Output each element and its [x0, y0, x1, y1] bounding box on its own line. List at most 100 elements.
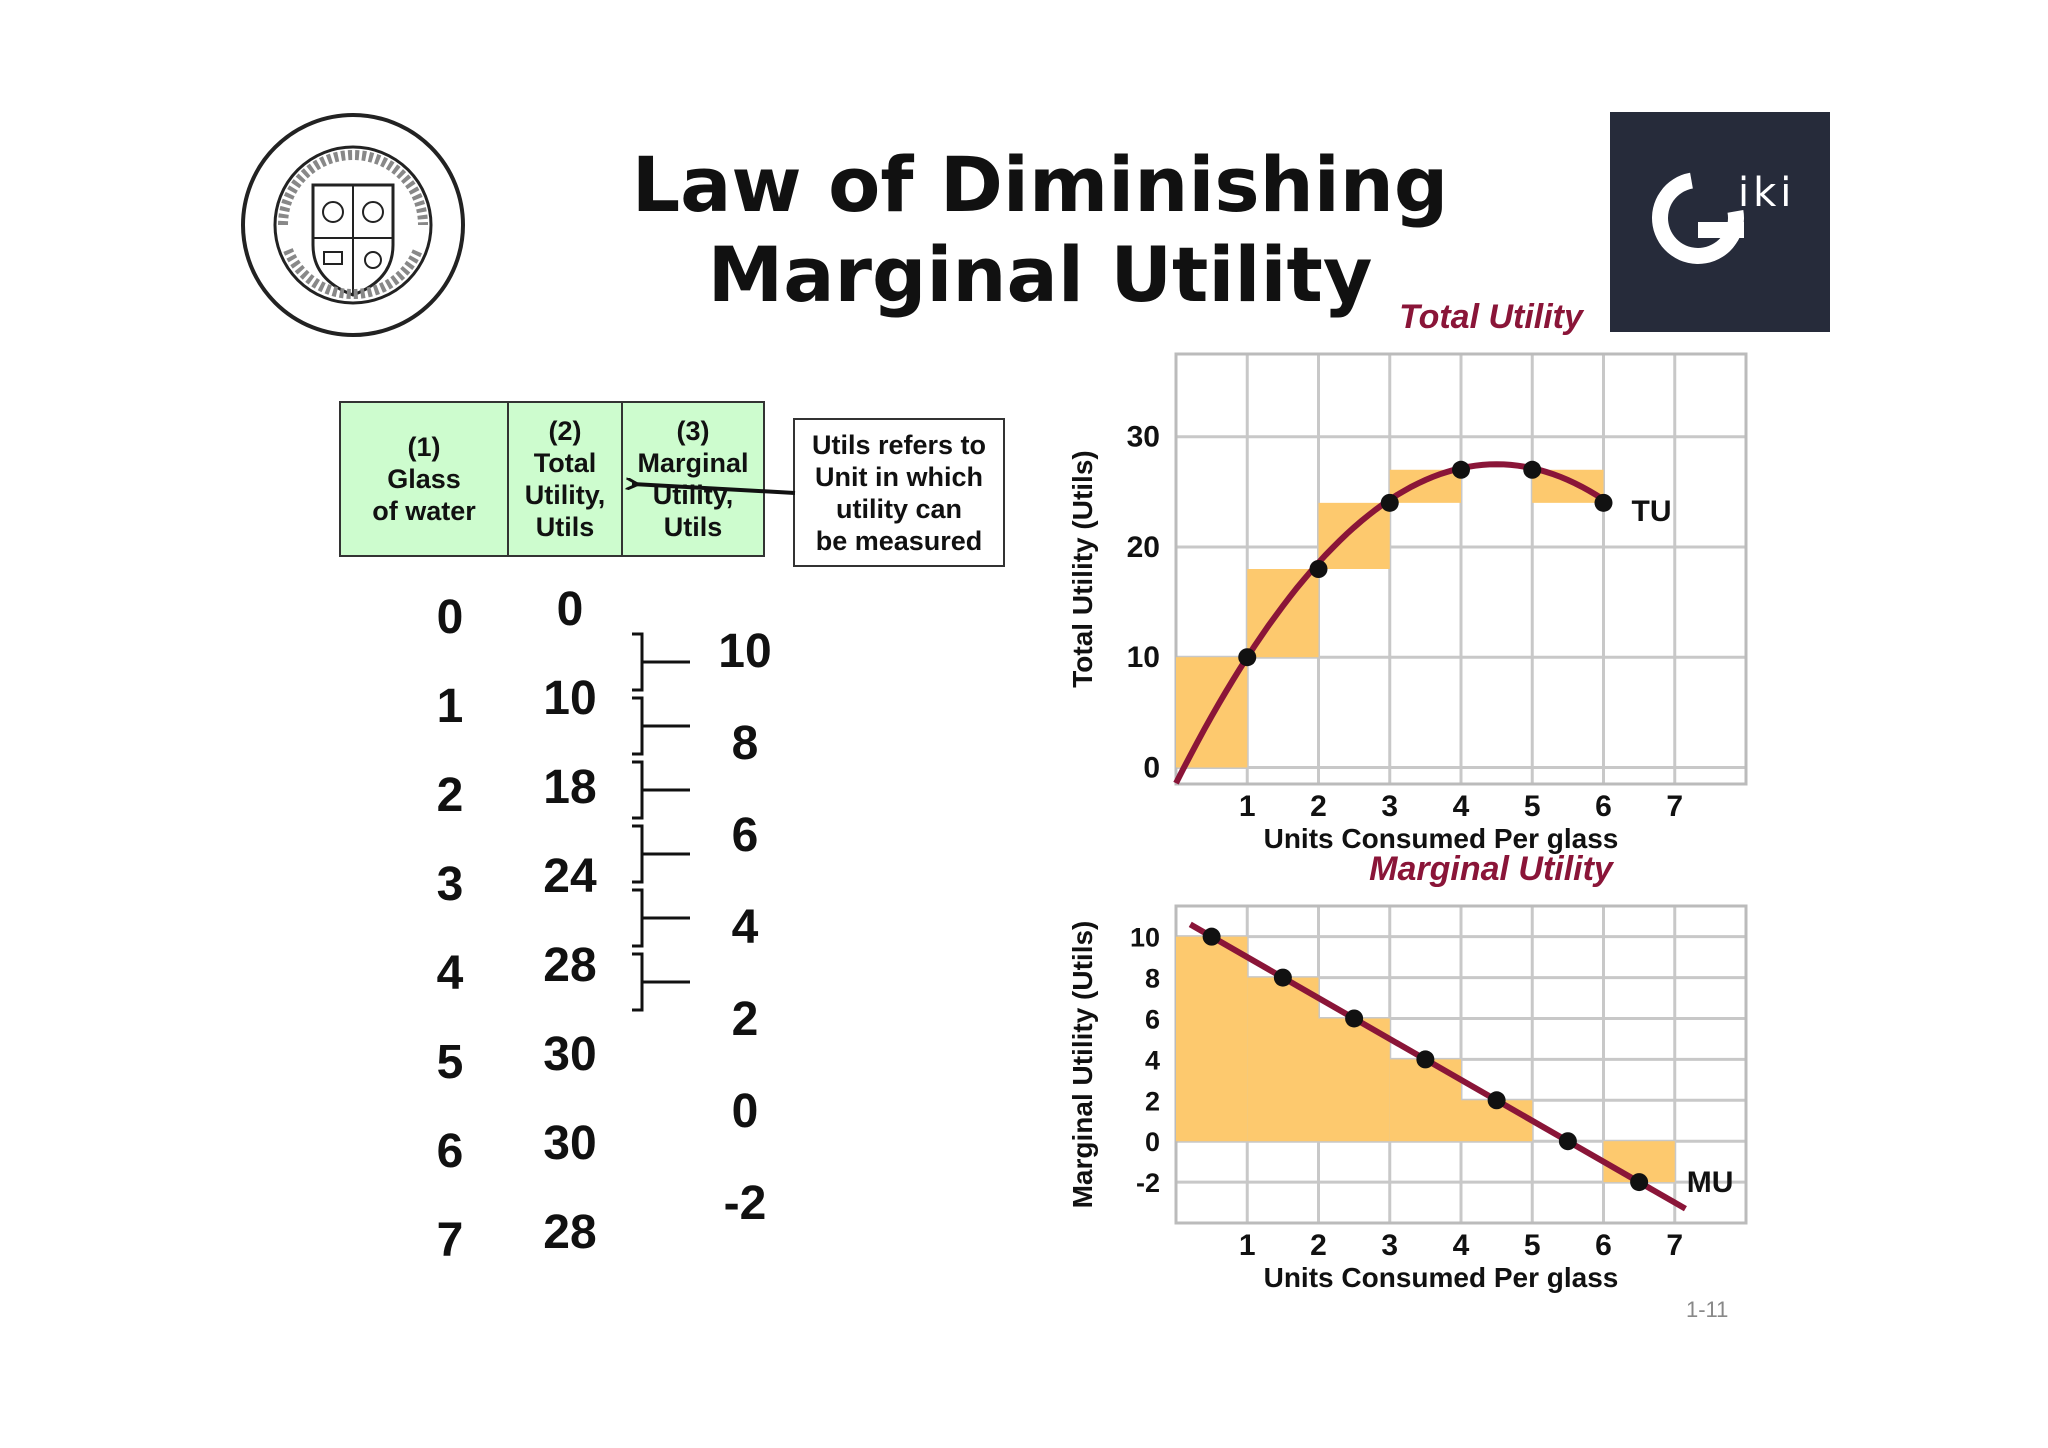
marginal-utility-value: 8 — [731, 717, 759, 770]
utility-bar — [1318, 502, 1390, 569]
marginal-utility-point — [1273, 968, 1292, 987]
x-tick-label: 4 — [1453, 1229, 1470, 1262]
note-arrow — [632, 484, 796, 495]
tu-series-label: TU — [1632, 495, 1672, 528]
total-utility-point — [1594, 493, 1613, 512]
total-utility-chart: 1 2 3 4 5 6 7 0 10 20 30 Units Consumed Per glass To… — [1067, 298, 1748, 854]
giki-logo: iki — [1610, 112, 1830, 332]
y-tick-label: 30 — [1127, 421, 1160, 454]
note-line-1: Utils refers to — [811, 429, 987, 460]
total-utility-point — [1380, 493, 1399, 512]
x-tick-label: 1 — [1239, 1229, 1256, 1262]
note-line-2: Unit in which — [815, 461, 983, 492]
institute-seal-logo — [241, 113, 465, 337]
x-tick-label: 6 — [1595, 790, 1612, 823]
marginal-utility-value: -2 — [723, 1177, 767, 1230]
total-utility-value: 18 — [543, 761, 597, 814]
glass-value: 7 — [436, 1214, 464, 1267]
utility-bar — [1318, 1018, 1390, 1142]
chart-title: Marginal Utility — [1369, 850, 1615, 888]
x-tick-label: 7 — [1666, 790, 1683, 823]
x-tick-label: 2 — [1310, 1229, 1327, 1262]
total-utility-value: 28 — [543, 1206, 597, 1259]
marginal-utility-chart: 1 2 3 4 5 6 7 -2 0 2 4 6 8 10 Units Consumed Per glass… — [1067, 850, 1748, 1293]
mu-series-label: MU — [1687, 1166, 1734, 1199]
y-tick-label: 10 — [1130, 923, 1160, 953]
slide-title: Law of Diminishing Marginal Utility — [631, 140, 1449, 319]
bracket — [632, 888, 690, 948]
header-glass-line1: Glass — [387, 464, 461, 494]
header-mu-num: (3) — [676, 416, 710, 446]
y-tick-label: 0 — [1143, 751, 1160, 784]
giki-g-bar — [1698, 222, 1744, 238]
total-utility-value: 30 — [543, 1028, 597, 1081]
x-tick-label: 7 — [1666, 1229, 1683, 1262]
bracket — [632, 952, 690, 1012]
y-axis-label: Marginal Utility (Utils) — [1067, 921, 1098, 1209]
x-tick-label: 2 — [1310, 790, 1327, 823]
header-mu-line1: Marginal — [637, 448, 749, 478]
header-tu-line3: Utils — [535, 512, 595, 542]
x-axis-label: Units Consumed Per glass — [1264, 1262, 1619, 1293]
y-tick-label: 2 — [1145, 1086, 1160, 1116]
marginal-utility-point — [1416, 1050, 1435, 1069]
marginal-utility-point — [1558, 1132, 1577, 1151]
header-glass-num: (1) — [407, 432, 441, 462]
x-axis-label: Units Consumed Per glass — [1264, 823, 1619, 854]
y-tick-label: 8 — [1145, 964, 1160, 994]
header-mu-line3: Utils — [663, 512, 723, 542]
x-tick-label: 1 — [1239, 790, 1256, 823]
bracket — [632, 760, 690, 820]
total-utility-value: 24 — [543, 850, 597, 903]
marginal-utility-line — [1188, 921, 1687, 1212]
total-utility-point — [1309, 560, 1328, 578]
total-utility-value: 28 — [543, 939, 597, 992]
utility-bar — [1176, 936, 1248, 1142]
y-tick-label: 0 — [1145, 1127, 1160, 1157]
bracket — [632, 696, 690, 756]
chart-title: Total Utility — [1399, 298, 1585, 336]
marginal-utility-point — [1487, 1091, 1506, 1110]
utils-note-box: Utils refers to Unit in which utility ca… — [793, 418, 1005, 567]
bracket — [632, 824, 690, 884]
marginal-utility-value: 6 — [731, 809, 759, 862]
slide-number: 1-11 — [1686, 1297, 1729, 1322]
marginal-utility-value: 0 — [731, 1085, 759, 1138]
plot-frame — [1174, 352, 1748, 786]
x-tick-label: 5 — [1524, 1229, 1541, 1262]
y-tick-label: 20 — [1127, 531, 1160, 564]
glass-value: 4 — [436, 947, 464, 1000]
utility-bar — [1532, 469, 1604, 503]
total-utility-value: 30 — [543, 1117, 597, 1170]
total-utility-point — [1452, 460, 1470, 479]
x-tick-label: 4 — [1453, 790, 1470, 823]
glass-value: 1 — [436, 680, 464, 733]
marginal-utility-point — [1345, 1009, 1364, 1028]
marginal-utility-point — [1630, 1173, 1649, 1192]
y-tick-label: -2 — [1136, 1168, 1160, 1198]
total-utility-point — [1238, 648, 1257, 667]
header-marginal-utility: (3) Marginal Utility, Utils — [623, 403, 763, 555]
giki-logo-text: iki — [1738, 170, 1796, 216]
x-tick-label: 3 — [1381, 1229, 1398, 1262]
utility-table-header: (1) Glass of water (2) Total Utility, Ut… — [339, 401, 765, 557]
difference-brackets — [632, 632, 690, 1012]
header-total-utility: (2) Total Utility, Utils — [509, 403, 623, 555]
marginal-utility-value: 2 — [731, 993, 759, 1046]
y-axis-label: Total Utility (Utils) — [1067, 450, 1098, 687]
bracket — [632, 632, 690, 692]
header-glass: (1) Glass of water — [341, 403, 509, 555]
header-tu-line2: Utility, — [524, 480, 606, 510]
x-tick-label: 6 — [1595, 1229, 1612, 1262]
glass-value: 6 — [436, 1125, 464, 1178]
total-utility-point — [1523, 460, 1542, 479]
x-tick-label: 5 — [1524, 790, 1541, 823]
glass-value: 5 — [436, 1036, 464, 1089]
y-tick-label: 4 — [1145, 1045, 1160, 1075]
glass-value: 3 — [436, 858, 464, 911]
total-utility-value: 0 — [556, 583, 584, 636]
utility-bar — [1247, 977, 1319, 1142]
y-tick-label: 10 — [1127, 641, 1160, 674]
note-line-3: utility can — [835, 493, 963, 524]
